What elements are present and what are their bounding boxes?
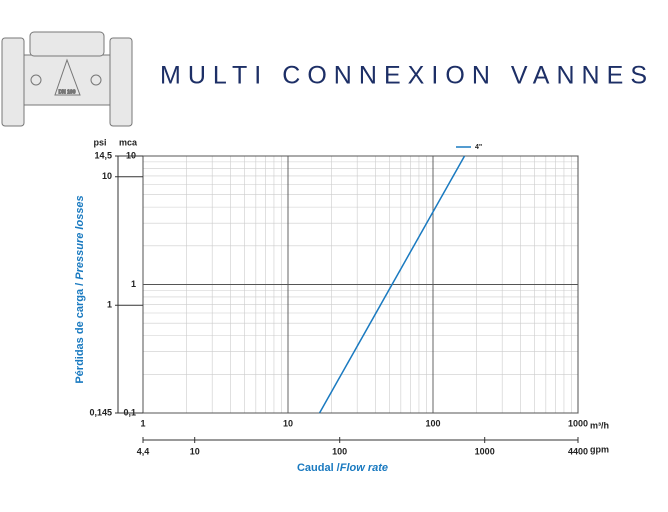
y-tick-label: 1 bbox=[131, 279, 136, 289]
y2-unit: psi bbox=[93, 137, 106, 147]
x2-tick-label: 10 bbox=[190, 446, 200, 456]
x-unit: m³/h bbox=[590, 420, 609, 430]
y-unit: mca bbox=[119, 137, 138, 147]
x2-tick-label: 1000 bbox=[475, 446, 495, 456]
x-tick-label: 1000 bbox=[568, 418, 588, 428]
x-tick-label: 100 bbox=[425, 418, 440, 428]
y-axis-title: Pérdidas de carga / Pressure losses bbox=[74, 195, 86, 383]
y-axis-title-es: Pérdidas de carga / bbox=[74, 283, 86, 384]
page-title: MULTI CONNEXION VANNES bbox=[160, 62, 648, 90]
x2-tick-label: 100 bbox=[332, 446, 347, 456]
y-tick-label: 0,1 bbox=[123, 407, 136, 417]
x-axis-title-es: Caudal / bbox=[297, 462, 340, 474]
x2-tick-label: 4400 bbox=[568, 446, 588, 456]
svg-text:DN 100: DN 100 bbox=[59, 89, 76, 95]
x2-unit: gpm bbox=[590, 444, 609, 454]
y-axis-title-en: Pressure losses bbox=[74, 195, 86, 279]
y-tick-label: 10 bbox=[126, 150, 136, 160]
series-line bbox=[318, 155, 466, 414]
x-axis-title: Caudal /Flow rate bbox=[297, 462, 388, 474]
x2-tick-label: 4,4 bbox=[137, 446, 150, 456]
x-tick-label: 10 bbox=[283, 418, 293, 428]
y2-tick-label: 10 bbox=[102, 171, 112, 181]
y2-tick-label: 1 bbox=[107, 300, 112, 310]
x-tick-label: 1 bbox=[140, 418, 145, 428]
valve-image: DN 100 bbox=[1, 31, 133, 127]
legend-label: 4" bbox=[475, 144, 482, 151]
y2-tick-label: 0,145 bbox=[89, 407, 112, 417]
x-axis-title-en: Flow rate bbox=[340, 462, 388, 474]
y2-tick-label: 14,5 bbox=[94, 150, 112, 160]
